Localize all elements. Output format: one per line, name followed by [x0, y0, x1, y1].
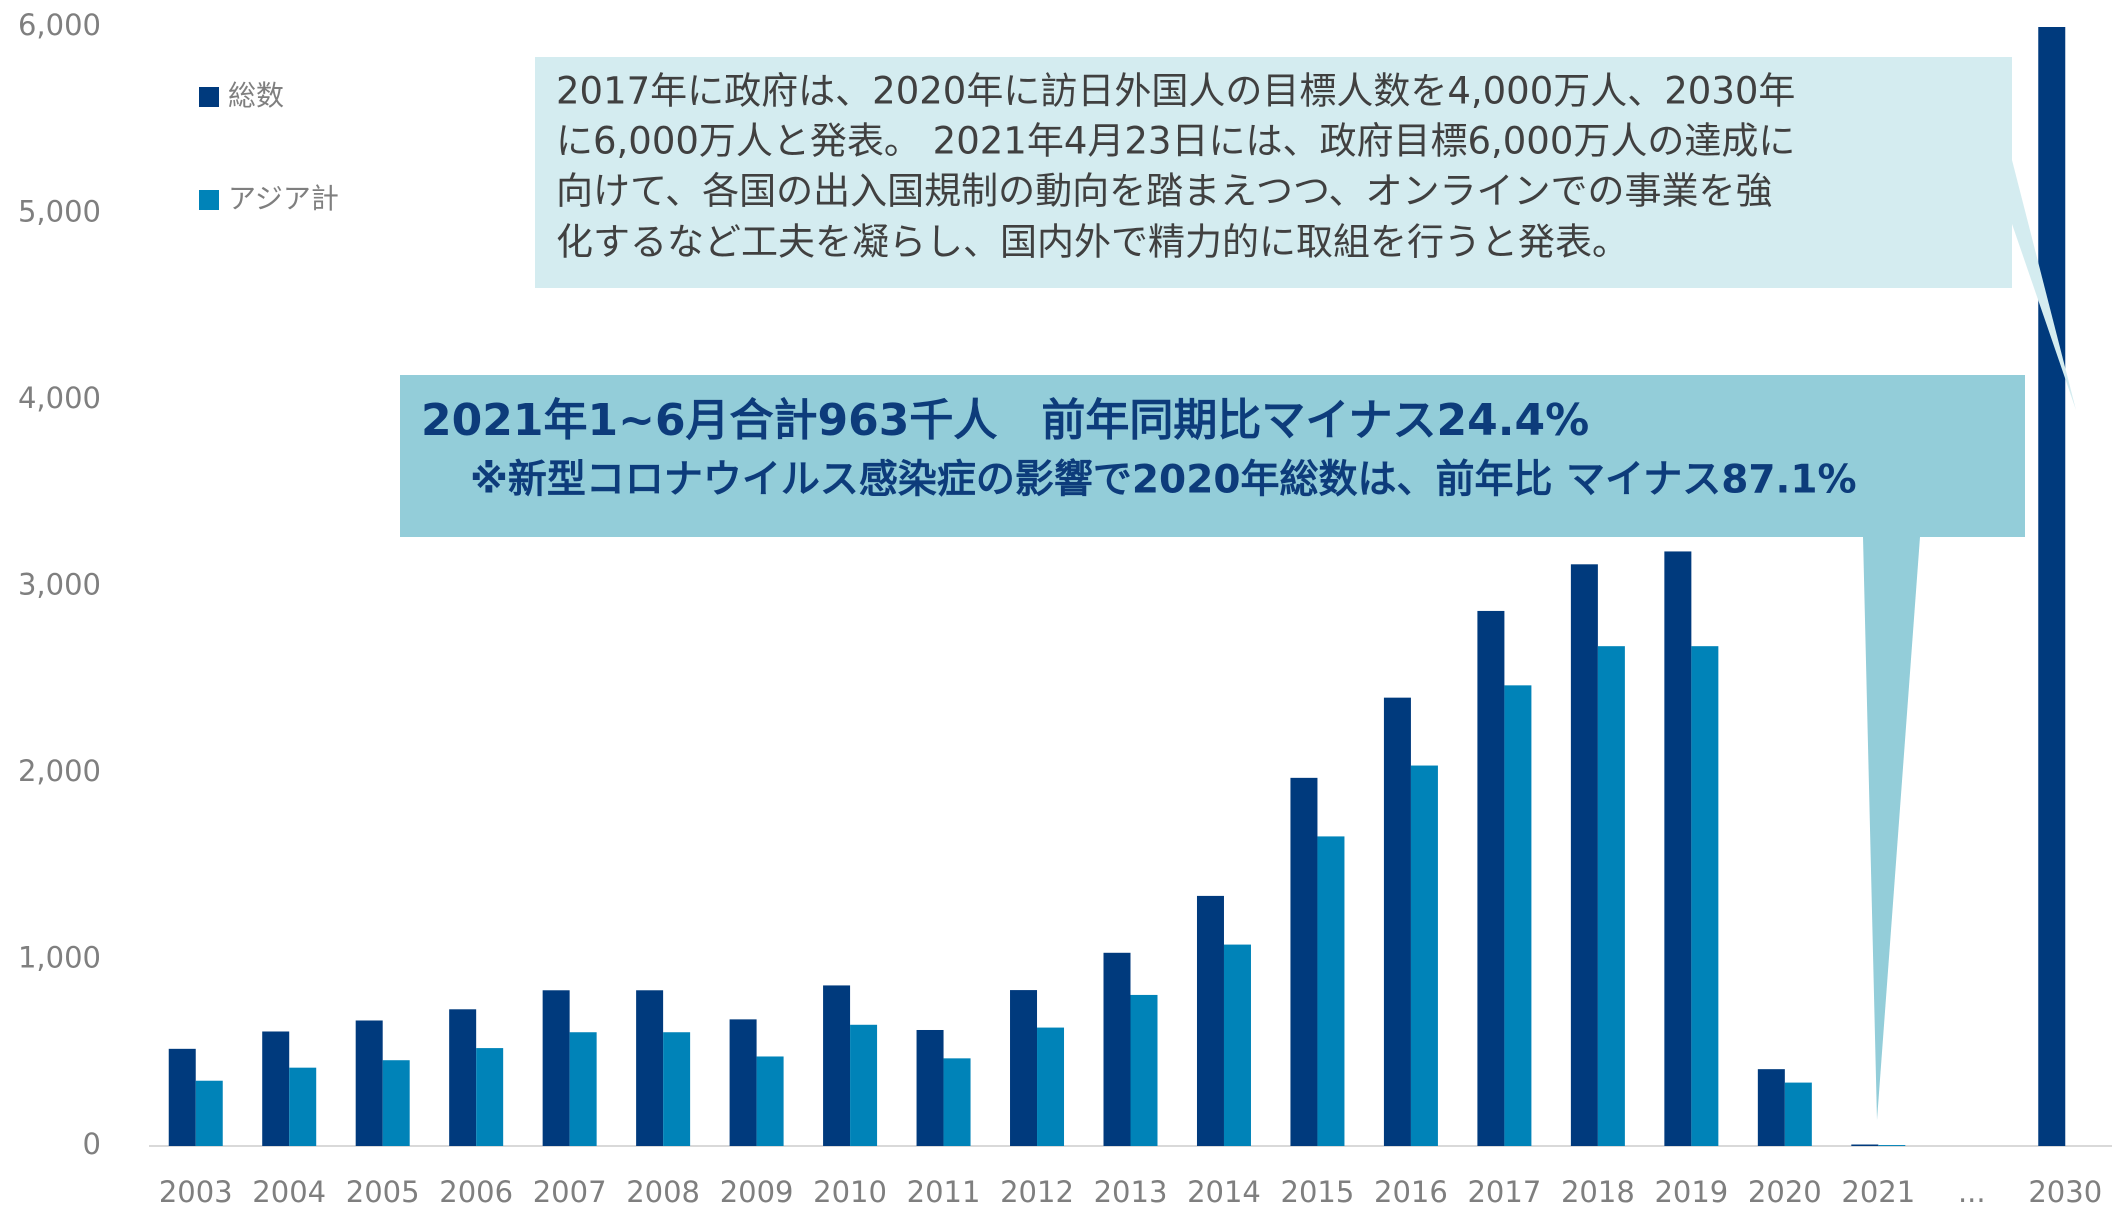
bar: [168, 1048, 196, 1146]
bar: [1130, 994, 1158, 1146]
callout-box: [535, 57, 2012, 288]
bar: [943, 1058, 971, 1146]
bar: [1757, 1069, 1785, 1146]
bar: [729, 1019, 757, 1146]
x-tick-label: 2009: [720, 1175, 794, 1209]
x-tick-label: 2013: [1094, 1175, 1168, 1209]
bar: [823, 985, 851, 1146]
bar: [1410, 765, 1438, 1146]
x-tick-label: 2017: [1467, 1175, 1541, 1209]
bar: [476, 1048, 504, 1146]
x-tick-label: 2020: [1748, 1175, 1822, 1209]
x-tick-label: 2008: [626, 1175, 700, 1209]
bar: [1570, 564, 1598, 1146]
x-tick-label: 2015: [1281, 1175, 1355, 1209]
bar: [542, 990, 570, 1146]
annotation-line: に6,000万人と発表。 2021年4月23日には、政府目標6,000万人の達成…: [556, 120, 1795, 163]
bar: [382, 1060, 410, 1146]
legend-swatch: [199, 87, 219, 107]
bar: [1317, 836, 1345, 1146]
bar: [636, 990, 664, 1146]
annotation-line: 2017年に政府は、2020年に訪日外国人の目標人数を4,000万人、2030年: [556, 70, 1795, 113]
bar: [756, 1056, 784, 1146]
y-tick-label: 2,000: [18, 754, 101, 788]
x-tick-label: 2004: [252, 1175, 326, 1209]
bar: [663, 1032, 691, 1146]
bar: [569, 1032, 597, 1146]
bar: [1103, 952, 1131, 1146]
bar: [1223, 944, 1251, 1146]
annotation-line: 化するなど工夫を凝らし、国内外で精力的に取組を行うと発表。: [556, 221, 1629, 264]
y-tick-label: 1,000: [18, 941, 101, 975]
bar: [1383, 697, 1411, 1146]
bar: [2038, 27, 2066, 1146]
x-tick-label: 2030: [2028, 1175, 2102, 1209]
bar: [262, 1031, 290, 1146]
x-tick-label: 2014: [1187, 1175, 1261, 1209]
bar: [1037, 1027, 1065, 1146]
x-tick-label: 2010: [813, 1175, 887, 1209]
y-tick-label: 6,000: [18, 8, 101, 42]
x-tick-label: 2018: [1561, 1175, 1635, 1209]
annotation-line: ※新型コロナウイルス感染症の影響で2020年総数は、前年比 マイナス87.1%: [470, 458, 1857, 503]
bar: [1597, 646, 1625, 1146]
x-tick-label: 2011: [907, 1175, 981, 1209]
x-tick-label: 2005: [346, 1175, 420, 1209]
x-tick-label: 2016: [1374, 1175, 1448, 1209]
x-tick-label: ...: [1958, 1175, 1986, 1209]
bar: [449, 1009, 477, 1146]
bar: [1290, 777, 1318, 1146]
legend-label: アジア計: [228, 182, 339, 215]
bar: [1504, 685, 1532, 1146]
x-tick-label: 2019: [1654, 1175, 1728, 1209]
x-tick-label: 2021: [1841, 1175, 1915, 1209]
bar: [916, 1029, 944, 1146]
x-tick-label: 2007: [533, 1175, 607, 1209]
x-tick-label: 2012: [1000, 1175, 1074, 1209]
bar: [1691, 646, 1719, 1146]
bar: [1851, 1144, 1879, 1146]
annotation-line: 2021年1~6月合計963千人 前年同期比マイナス24.4%: [421, 395, 1589, 446]
bar: [1196, 895, 1224, 1146]
y-tick-label: 3,000: [18, 568, 101, 602]
bar: [355, 1020, 383, 1146]
x-tick-label: 2003: [159, 1175, 233, 1209]
legend-label: 総数: [228, 79, 284, 112]
bar: [1878, 1145, 1906, 1146]
bar: [1664, 551, 1692, 1146]
bar: [289, 1067, 317, 1146]
bar: [1477, 610, 1505, 1146]
bar: [850, 1024, 878, 1146]
bar: [1010, 990, 1038, 1146]
callout-pointer: [1863, 537, 1920, 1120]
annotation-line: 向けて、各国の出入国規制の動向を踏まえつつ、オンラインでの事業を強: [556, 170, 1773, 213]
x-tick-label: 2006: [439, 1175, 513, 1209]
y-tick-label: 5,000: [18, 195, 101, 229]
legend-swatch: [199, 190, 219, 210]
y-tick-label: 0: [83, 1127, 101, 1161]
y-tick-label: 4,000: [18, 381, 101, 415]
bar: [195, 1080, 223, 1146]
bar: [1784, 1082, 1812, 1146]
callout-box: [400, 375, 2025, 537]
